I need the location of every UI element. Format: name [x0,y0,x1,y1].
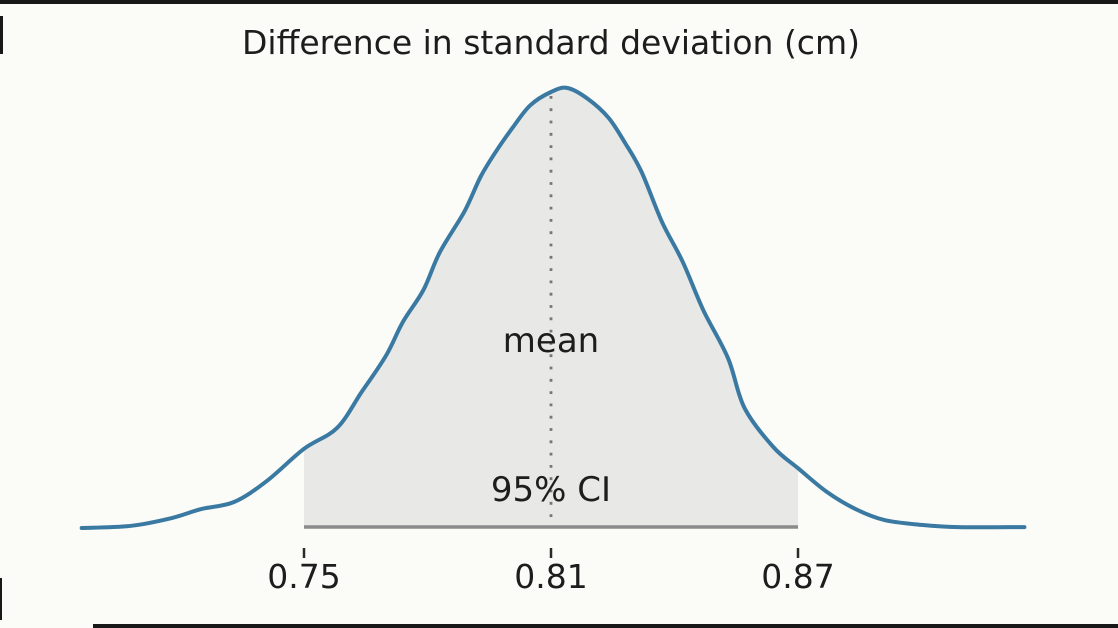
ci-shaded-area [304,87,798,527]
ci-label: 95% CI [490,470,612,510]
x-tick-label-2: 0.87 [761,557,835,596]
video-artifact-left-lower [0,578,2,620]
density-curve [79,85,1027,530]
letterbox-top-bar [0,0,1118,4]
x-axis-ticks [302,548,800,558]
mean-label: mean [502,321,600,361]
video-artifact-left-upper [0,16,3,54]
letterbox-bottom-bar [93,624,1118,628]
chart-title: Difference in standard deviation (cm) [242,23,860,62]
x-tick-label-1: 0.81 [514,557,588,596]
x-tick-label-0: 0.75 [267,557,341,596]
